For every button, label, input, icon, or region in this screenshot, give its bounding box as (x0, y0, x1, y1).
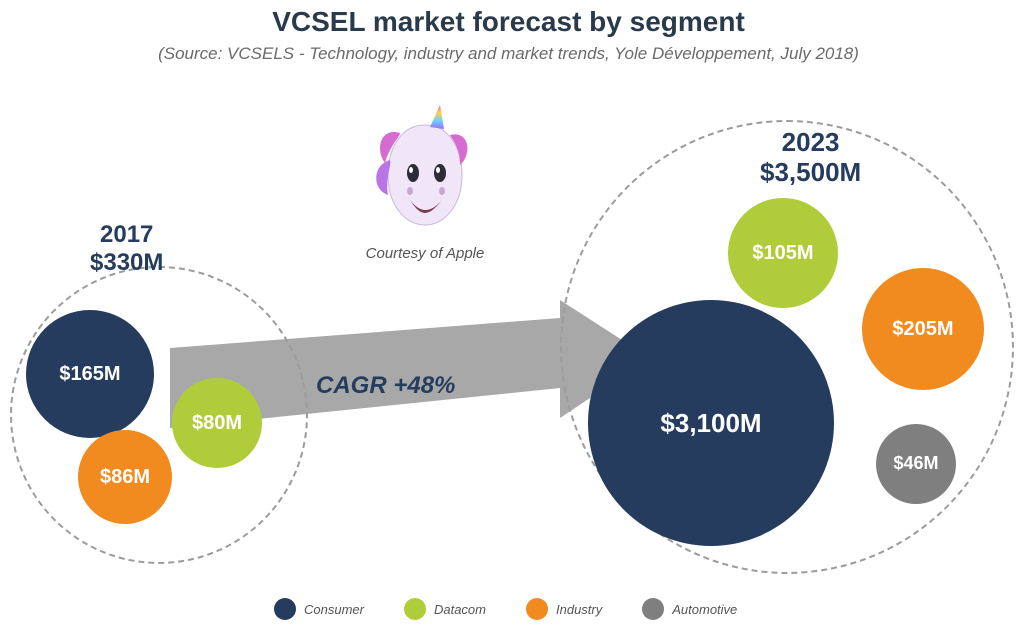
cagr-label: CAGR +48% (316, 372, 455, 400)
cluster-2023-label: 2023 $3,500M (760, 128, 861, 188)
legend-label-consumer: Consumer (304, 602, 364, 617)
bubble-2023-consumer-label: $3,100M (660, 409, 761, 438)
bubble-2017-datacom-label: $80M (192, 412, 242, 434)
bubble-2017-datacom: $80M (172, 378, 262, 468)
chart-subtitle: (Source: VCSELS - Technology, industry a… (0, 44, 1017, 64)
unicorn-credit: Courtesy of Apple (355, 245, 495, 262)
legend-item-datacom: Datacom (404, 598, 486, 620)
cluster-2023-year: 2023 (760, 128, 861, 158)
legend-item-automotive: Automotive (642, 598, 737, 620)
bubble-2017-industry: $86M (78, 430, 172, 524)
legend-item-industry: Industry (526, 598, 602, 620)
legend-swatch-industry (526, 598, 548, 620)
legend-item-consumer: Consumer (274, 598, 364, 620)
legend-label-datacom: Datacom (434, 602, 486, 617)
bubble-2023-automotive-label: $46M (893, 454, 938, 474)
legend-swatch-automotive (642, 598, 664, 620)
bubble-2017-consumer-label: $165M (59, 363, 120, 385)
bubble-2023-datacom-label: $105M (752, 242, 813, 264)
bubble-2023-datacom: $105M (728, 198, 838, 308)
legend-swatch-datacom (404, 598, 426, 620)
cluster-2017-total: $330M (90, 249, 163, 277)
bubble-2017-consumer: $165M (26, 310, 154, 438)
bubble-2017-industry-label: $86M (100, 466, 150, 488)
chart-title: VCSEL market forecast by segment (0, 6, 1017, 38)
legend: Consumer Datacom Industry Automotive (274, 598, 737, 620)
cluster-2023-total: $3,500M (760, 158, 861, 188)
legend-label-automotive: Automotive (672, 602, 737, 617)
legend-swatch-consumer (274, 598, 296, 620)
legend-label-industry: Industry (556, 602, 602, 617)
cluster-2017-year: 2017 (90, 221, 163, 249)
unicorn-icon (360, 105, 490, 235)
cluster-2017-label: 2017 $330M (90, 221, 163, 276)
bubble-2023-consumer: $3,100M (588, 300, 834, 546)
bubble-2023-industry: $205M (862, 268, 984, 390)
bubble-2023-automotive: $46M (876, 424, 956, 504)
bubble-2023-industry-label: $205M (892, 318, 953, 340)
